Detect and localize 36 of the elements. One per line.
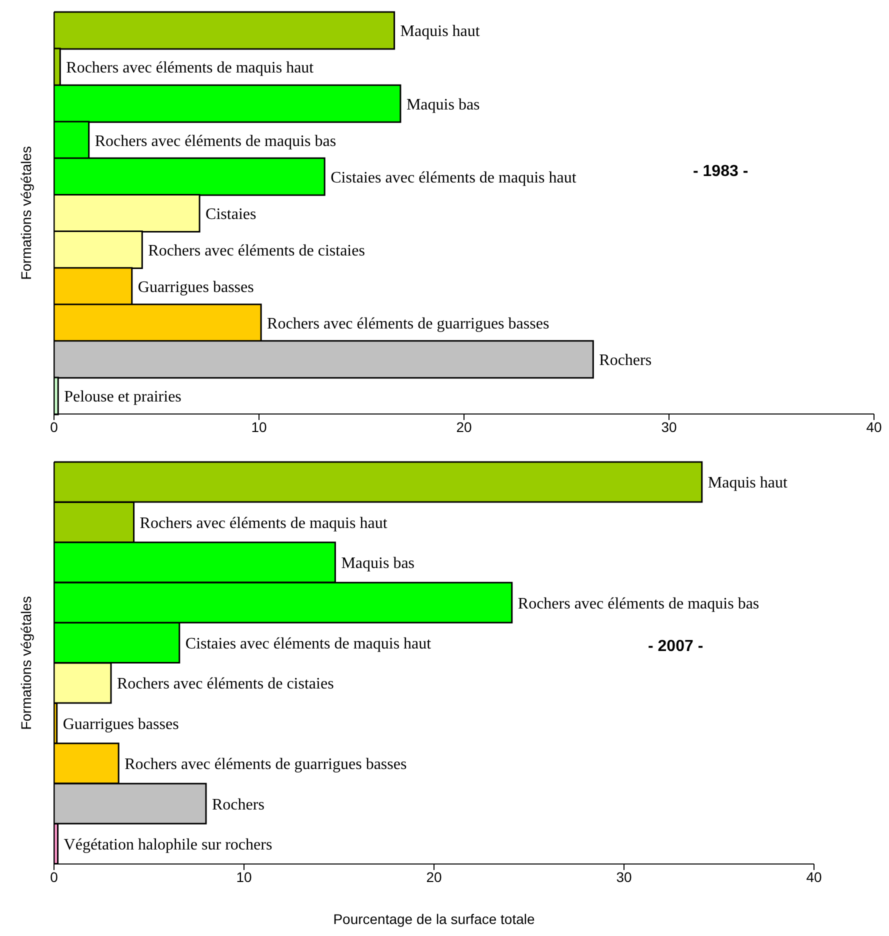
category-label: Guarrigues basses [138,279,254,296]
x-tick-label: 10 [236,868,252,885]
x-tick-label: 0 [50,868,58,885]
y-axis-title: Formations végétales [18,596,34,730]
x-tick-label: 20 [456,418,472,435]
category-label: Guarrigues basses [62,716,179,733]
x-tick-label: 10 [251,418,267,435]
category-label: Maquis bas [406,96,480,114]
x-tick-label: 40 [866,418,882,435]
category-label: Pelouse et prairies [64,388,182,406]
category-label: Rochers avec éléments de maquis bas [518,595,760,612]
category-label: Maquis haut [708,474,788,492]
category-label: Rochers avec éléments de guarrigues basses [267,316,550,333]
y-axis-title: Formations végétales [18,146,34,280]
category-label: Rochers avec éléments de maquis haut [140,514,388,532]
category-label: Rochers avec éléments de guarrigues basses [124,756,407,774]
x-tick-label: 20 [426,868,442,885]
category-label: Rochers avec éléments de cistaies [148,242,365,260]
annotation: - 2007 - [648,638,704,656]
x-tick-label: 0 [50,418,58,435]
category-label: Maquis bas [341,555,415,572]
category-label: Cistaies [206,206,256,223]
category-label: Maquis haut [400,23,480,40]
category-label: Cistaies avec éléments de maquis haut [185,635,432,652]
category-label: Rochers avec éléments de cistaies [117,676,334,693]
x-tick-label: 30 [661,418,677,435]
category-label: Rochers [599,352,652,370]
x-axis-title: Pourcentage de la surface totale [333,911,536,927]
category-label: Rochers avec éléments de maquis haut [66,60,314,77]
category-label: Végétation halophile sur rochers [64,836,272,854]
x-tick-label: 40 [806,868,822,885]
annotation: - 1983 - [693,163,748,181]
x-tick-label: 30 [616,868,632,885]
category-label: Rochers avec éléments de maquis bas [94,132,336,150]
category-label: Rochers [212,796,264,814]
category-label: Cistaies avec éléments de maquis haut [330,169,576,186]
